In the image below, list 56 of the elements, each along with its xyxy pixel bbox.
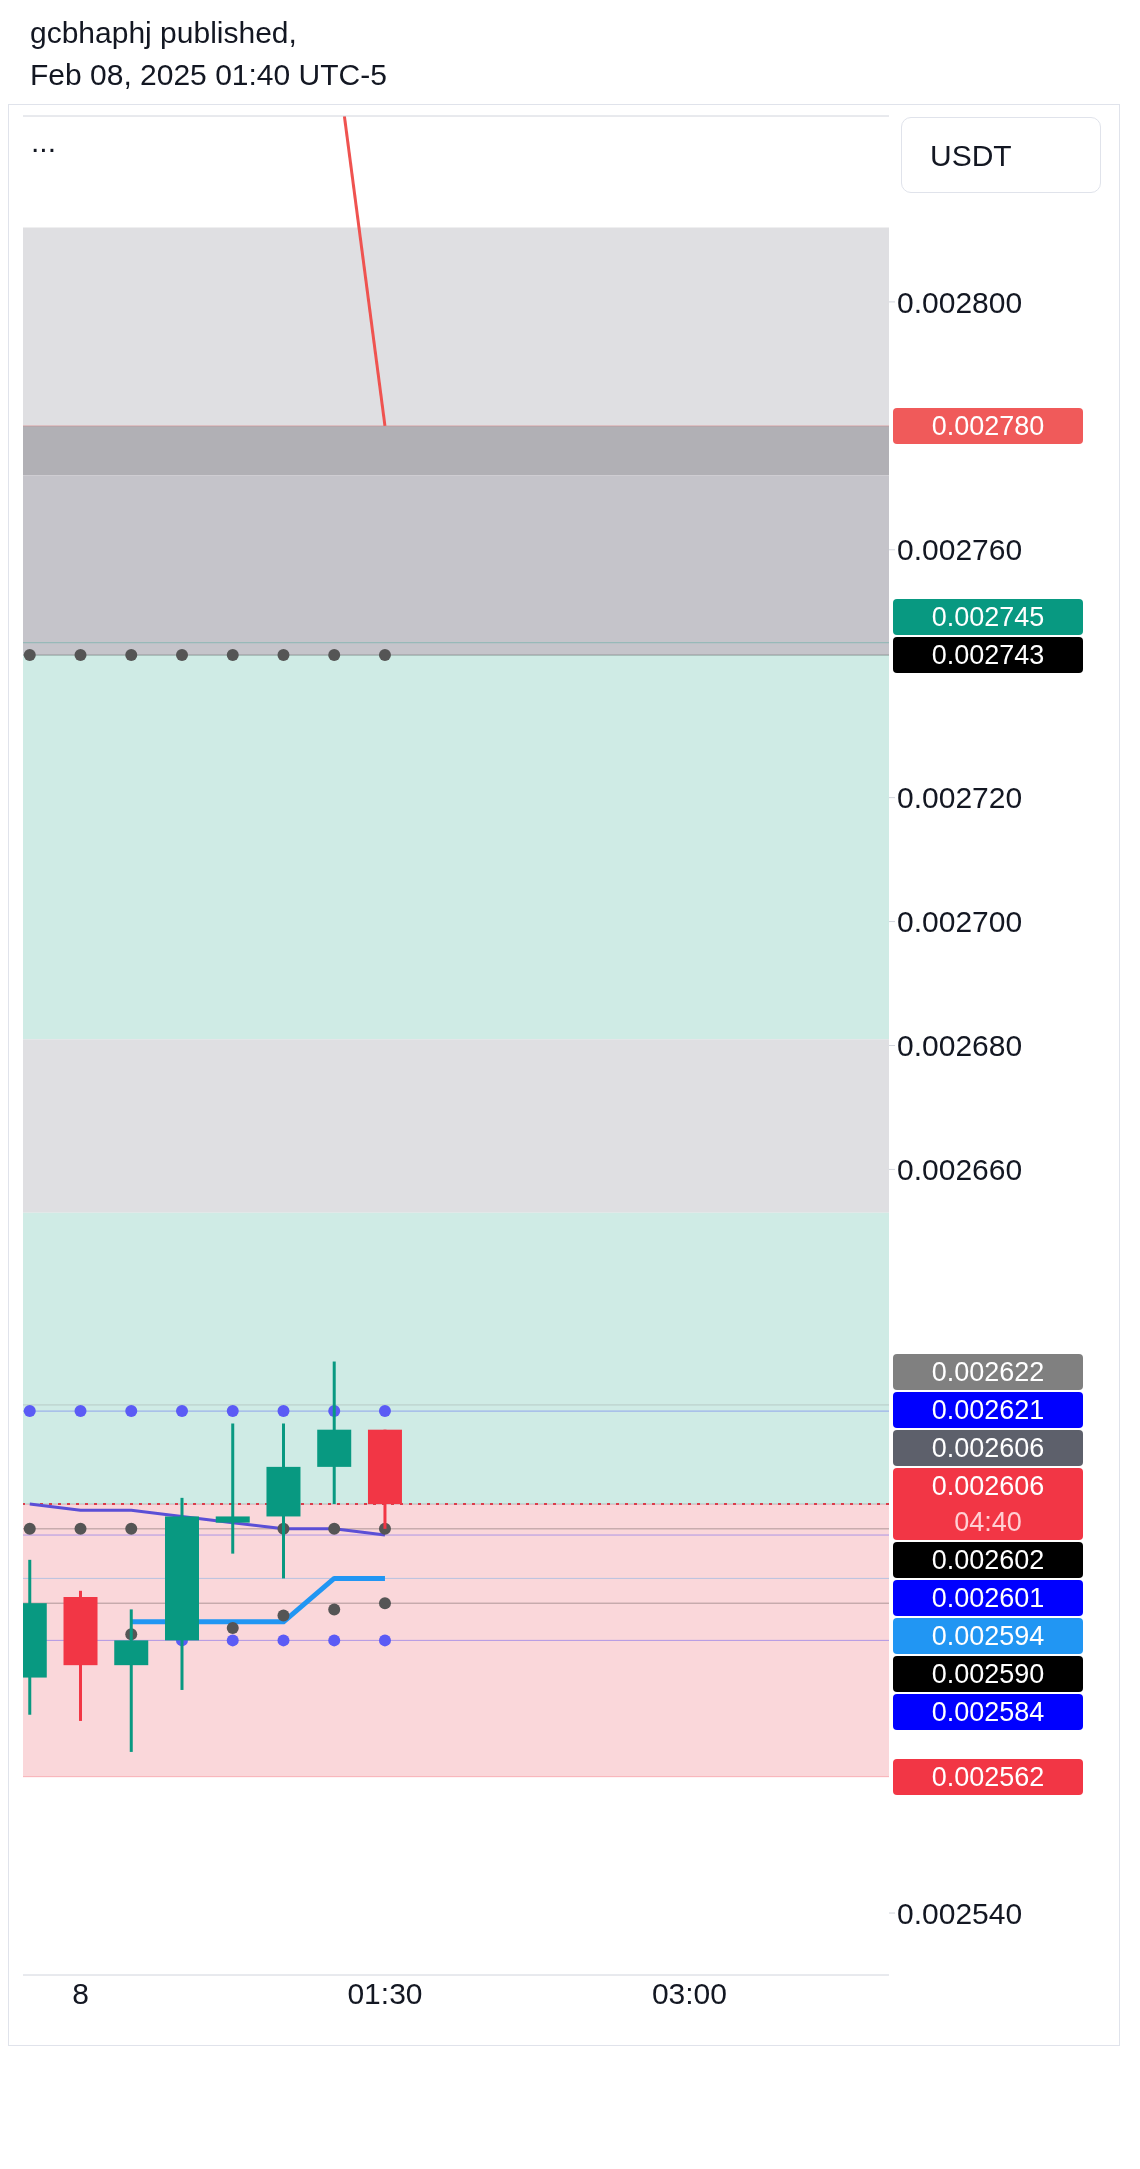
- ref-line-label: 0.002590: [893, 1656, 1083, 1693]
- ref-line-label: 0.002606: [930, 1470, 1046, 1504]
- point: [277, 1609, 290, 1622]
- x-tick-label: 03:00: [651, 1977, 727, 2011]
- point: [125, 1522, 138, 1535]
- ref-line-label: 0.002780: [893, 407, 1083, 444]
- chart-subtitle: Feb 08, 2025 01:40 UTC-5: [30, 57, 388, 93]
- point: [277, 649, 290, 662]
- y-axis-title: USDT: [901, 117, 1101, 193]
- ref-line-label: 0.002562: [893, 1758, 1083, 1795]
- point: [378, 1597, 391, 1610]
- point: [378, 649, 391, 662]
- ref-line-label: 0.002584: [893, 1694, 1083, 1731]
- point: [277, 1405, 290, 1418]
- ref-line-label: 0.002601: [893, 1580, 1083, 1617]
- point: [226, 1405, 239, 1418]
- point: [74, 649, 87, 662]
- y-tick-label: 0.002800: [897, 285, 1023, 319]
- point: [378, 1405, 391, 1418]
- ref-line-label: 0.002602: [893, 1542, 1083, 1579]
- point: [74, 1405, 87, 1418]
- y-tick-label: 0.002660: [897, 1153, 1023, 1187]
- ref-line-label: 0.002622: [893, 1354, 1083, 1391]
- ref-line-label: 0.002743: [893, 637, 1083, 674]
- x-tick-label: 01:30: [347, 1977, 423, 2011]
- y-tick-label: 0.002760: [897, 533, 1023, 567]
- point: [125, 1405, 138, 1418]
- chart-title: gcbhaphj published,: [30, 15, 298, 51]
- candlestick: [215, 1423, 250, 1554]
- point: [175, 1405, 188, 1418]
- point: [226, 1634, 239, 1647]
- point: [328, 1603, 341, 1616]
- y-tick-label: 0.002700: [897, 905, 1023, 939]
- point: [328, 1522, 341, 1535]
- y-tick-label: 0.002680: [897, 1029, 1023, 1063]
- point: [23, 1522, 36, 1535]
- point: [226, 1621, 239, 1634]
- x-tick-label: 8: [72, 1977, 89, 2011]
- point: [328, 649, 341, 662]
- ref-line-label: 0.002606: [893, 1430, 1083, 1467]
- text: 04:40: [953, 1506, 1023, 1540]
- point: [226, 649, 239, 662]
- point: [125, 649, 138, 662]
- point: [328, 1634, 341, 1647]
- point: [23, 649, 36, 662]
- ref-line-label: 0.002621: [893, 1392, 1083, 1429]
- point: [23, 1405, 36, 1418]
- point: [277, 1634, 290, 1647]
- y-tick-label: 0.002720: [897, 781, 1023, 815]
- annotation: ...: [31, 125, 57, 159]
- ref-line-label: 0.002745: [893, 599, 1083, 636]
- point: [74, 1522, 87, 1535]
- point: [378, 1634, 391, 1647]
- ref-line-label: 0.002594: [893, 1618, 1083, 1655]
- y-tick-label: 0.002540: [897, 1896, 1023, 1930]
- point: [175, 649, 188, 662]
